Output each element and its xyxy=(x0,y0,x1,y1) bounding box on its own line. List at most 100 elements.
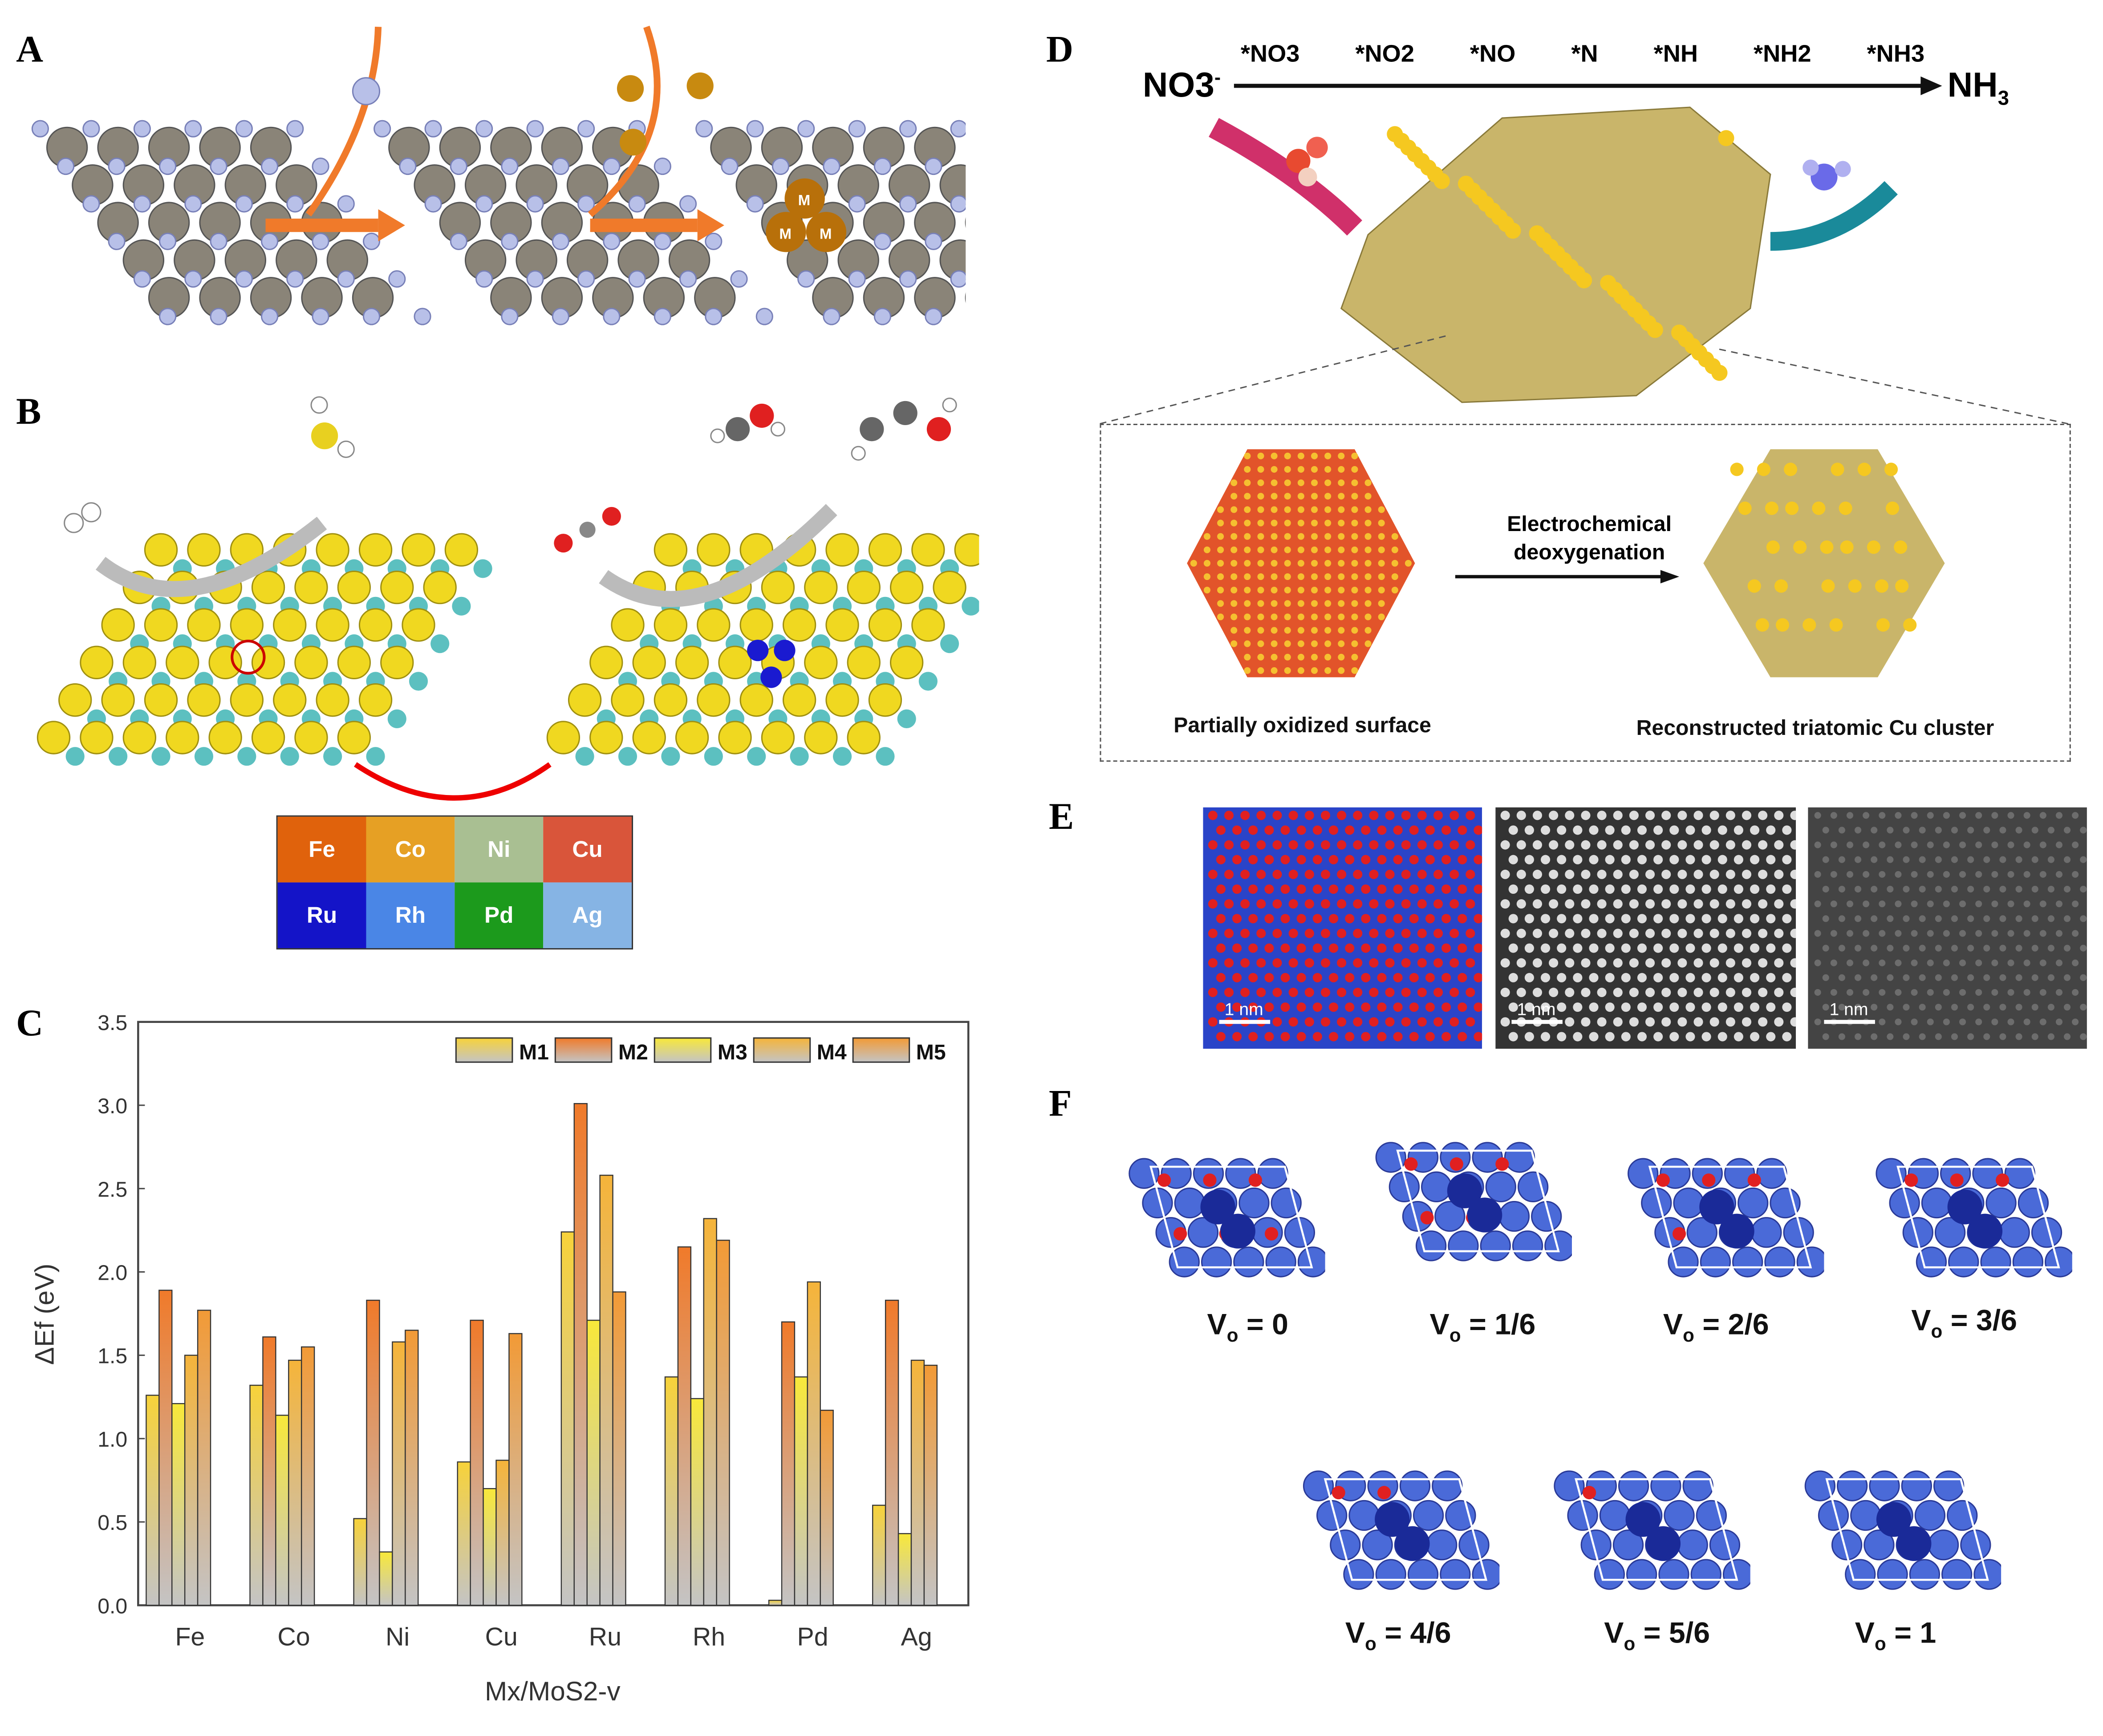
bar-co-m3 xyxy=(275,1415,289,1606)
metal-atom xyxy=(686,72,714,99)
cu-cluster-atom xyxy=(1718,130,1734,146)
element-cell-fe: Fe xyxy=(277,816,366,883)
bar-ag-m5 xyxy=(923,1364,938,1606)
cluster-atoms xyxy=(747,640,796,688)
cu-cluster-atom xyxy=(1711,365,1728,381)
gray-arrow-1 xyxy=(95,516,327,597)
legend-swatch xyxy=(852,1037,910,1063)
x-axis-label: Mx/MoS2-v xyxy=(485,1676,621,1706)
bar-fe-m5 xyxy=(197,1310,211,1606)
bar-cu-m1 xyxy=(457,1461,471,1606)
svg-text:M: M xyxy=(779,226,792,242)
x-tick-label: Ru xyxy=(589,1623,621,1651)
bar-ru-m1 xyxy=(560,1231,575,1606)
intermediate-label: *NH3 xyxy=(1867,40,1925,67)
arrow-up-release xyxy=(305,27,382,217)
stem-image-3: 1 nm xyxy=(1808,807,2087,1049)
svg-text:M: M xyxy=(798,192,811,209)
arrow-head-2 xyxy=(697,209,724,242)
bar-ni-m3 xyxy=(379,1551,393,1606)
svg-text:M: M xyxy=(820,226,832,242)
legend-label: M4 xyxy=(817,1040,847,1064)
intermediate-label: *N xyxy=(1571,40,1598,67)
scale-bar-label: 1 nm xyxy=(1829,1000,1868,1019)
legend-swatch xyxy=(753,1037,811,1063)
bar-ag-m1 xyxy=(872,1505,886,1606)
cu-cluster-atom xyxy=(1647,322,1663,338)
y-tick-label: 1.5 xyxy=(97,1344,127,1368)
x-tick-label: Pd xyxy=(797,1623,828,1651)
bar-pd-m4 xyxy=(807,1281,821,1606)
bar-cu-m4 xyxy=(495,1460,510,1606)
bar-ni-m5 xyxy=(405,1330,419,1606)
molecule-ethanol xyxy=(851,397,957,461)
bar-cu-m5 xyxy=(508,1333,523,1606)
arrow-down-deposit xyxy=(588,25,661,217)
nanoparticle-illustration xyxy=(1209,106,1898,403)
element-cell-ag: Ag xyxy=(543,882,632,949)
vacancy-label: Vo = 2/6 xyxy=(1663,1307,1769,1346)
cu-cluster-atom xyxy=(1433,173,1450,189)
bar-ru-m4 xyxy=(599,1175,613,1606)
bar-co-m2 xyxy=(262,1336,276,1606)
molecule-h2s xyxy=(310,396,355,458)
intermediate-label: *NO3 xyxy=(1240,40,1300,67)
intermediates-list: *NO3 *NO2 *NO *N *NH *NH2 *NH3 xyxy=(1241,40,1925,68)
vacancy-structure-2 xyxy=(1375,1142,1572,1261)
product-label: NH3 xyxy=(1947,64,2009,110)
scale-bar-label: 1 nm xyxy=(1517,1000,1555,1019)
reconstruction-illustration xyxy=(1187,449,1945,677)
x-tick-label: Ni xyxy=(386,1623,410,1651)
element-table: Fe Co Ni Cu Ru Rh Pd Ag xyxy=(276,815,633,950)
metal-atom xyxy=(617,75,644,102)
bar-pd-m3 xyxy=(794,1376,808,1606)
outgoing-arrow xyxy=(1770,181,1898,251)
substrate-lattice xyxy=(37,533,492,766)
legend-swatch xyxy=(654,1037,712,1063)
panel-label-e: E xyxy=(1049,796,1074,838)
bar-ru-m2 xyxy=(573,1103,588,1606)
legend-swatch xyxy=(455,1037,513,1063)
bar-pd-m2 xyxy=(781,1321,796,1606)
bar-rh-m2 xyxy=(677,1246,692,1606)
nitrate-molecule xyxy=(1286,137,1328,187)
bar-cu-m3 xyxy=(483,1488,497,1606)
molecule-co2 xyxy=(554,507,621,553)
vacancy-label: Vo = 1/6 xyxy=(1429,1307,1536,1346)
metal-cluster: M M M xyxy=(766,178,847,252)
vacancy-structure-1 xyxy=(1129,1158,1325,1278)
cu-cluster-atom xyxy=(1576,272,1592,288)
vacancy-structure-4 xyxy=(1876,1158,2072,1278)
y-tick-label: 2.0 xyxy=(97,1261,127,1285)
element-cell-ru: Ru xyxy=(277,882,366,949)
detail-box xyxy=(1100,424,2071,762)
zoom-lines xyxy=(1100,334,2069,425)
panel-label-a: A xyxy=(16,29,44,71)
bar-ru-m5 xyxy=(612,1291,626,1606)
element-cell-ni: Ni xyxy=(455,816,544,883)
bar-cu-m2 xyxy=(470,1319,484,1606)
vacancy-label: Vo = 3/6 xyxy=(1911,1303,2018,1342)
legend-label: M5 xyxy=(916,1040,946,1064)
vacancy-label: Vo = 1 xyxy=(1855,1616,1937,1654)
vacancy-structure-3 xyxy=(1628,1158,1824,1278)
molecule-methanol xyxy=(710,403,785,443)
bar-ru-m3 xyxy=(586,1319,601,1606)
vacancy-structure-7 xyxy=(1804,1470,2002,1590)
legend-label: M1 xyxy=(519,1040,549,1064)
bar-ag-m3 xyxy=(897,1533,912,1606)
bar-rh-m4 xyxy=(703,1218,717,1606)
element-cell-co: Co xyxy=(366,816,455,883)
caption-oxidized: Partially oxidized surface xyxy=(1173,714,1431,738)
y-tick-label: 0.5 xyxy=(97,1511,127,1535)
vacancy-atom xyxy=(352,77,381,105)
red-arrow xyxy=(354,762,552,801)
intermediate-label: *NH xyxy=(1653,40,1698,67)
bar-co-m4 xyxy=(288,1359,302,1606)
cu-cluster-atom xyxy=(1505,223,1521,239)
caption-reconstructed: Reconstructed triatomic Cu cluster xyxy=(1636,717,1994,741)
y-tick-label: 3.5 xyxy=(97,1011,127,1035)
bar-pd-m1 xyxy=(768,1599,783,1606)
vacancy-label: Vo = 5/6 xyxy=(1604,1616,1710,1654)
bar-ag-m2 xyxy=(885,1299,899,1606)
